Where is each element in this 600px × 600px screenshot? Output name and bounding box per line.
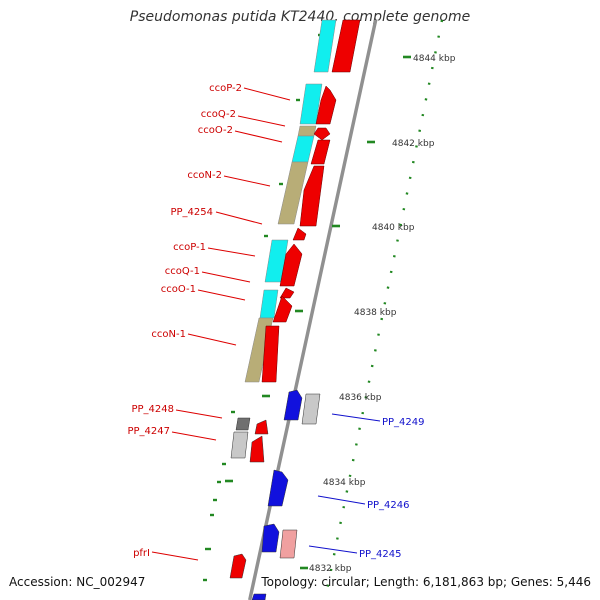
gene-label-PP_4254[interactable]: PP_4254	[170, 207, 213, 218]
ruler-tick-label: 4832 kbp	[309, 564, 352, 574]
gene-label-ccoO-1[interactable]: ccoO-1	[161, 284, 196, 295]
gene-label-pfrI[interactable]: pfrI	[133, 548, 150, 559]
gene-label-PP_4249[interactable]: PP_4249	[382, 417, 425, 428]
forward-genes-column	[261, 19, 361, 383]
topology-text: Topology: circular; Length: 6,181,863 bp…	[261, 575, 591, 589]
feature-column-cyan-khaki	[244, 19, 337, 383]
right-label-leaders	[308, 413, 381, 554]
gene-label-PP_4247[interactable]: PP_4247	[127, 426, 170, 437]
gene-label-PP_4245[interactable]: PP_4245	[359, 549, 402, 560]
gene-label-ccoN-1[interactable]: ccoN-1	[151, 329, 186, 340]
gene-label-PP_4246[interactable]: PP_4246	[367, 500, 410, 511]
accession-text: Accession: NC_002947	[9, 575, 146, 589]
gene-label-ccoQ-2[interactable]: ccoQ-2	[201, 109, 236, 120]
ruler-tick-label: 4844 kbp	[413, 54, 456, 64]
ruler-tick-label: 4836 kbp	[339, 393, 382, 403]
ruler-tick-label: 4834 kbp	[323, 478, 366, 488]
gene-label-ccoN-2[interactable]: ccoN-2	[187, 170, 222, 181]
gene-label-ccoP-2[interactable]: ccoP-2	[209, 83, 242, 94]
ruler-major-ticks	[225, 55, 411, 570]
gene-label-PP_4248[interactable]: PP_4248	[131, 404, 174, 415]
lower-gene-cluster	[229, 389, 321, 600]
left-label-leaders	[151, 87, 291, 561]
ruler-tick-label: 4842 kbp	[392, 139, 435, 149]
ruler-tick-label: 4840 kbp	[372, 223, 415, 233]
gene-label-ccoQ-1[interactable]: ccoQ-1	[165, 266, 200, 277]
gene-label-ccoP-1[interactable]: ccoP-1	[173, 242, 206, 253]
gene-label-ccoO-2[interactable]: ccoO-2	[198, 125, 233, 136]
ruler-tick-label: 4838 kbp	[354, 308, 397, 318]
map-title: Pseudomonas putida KT2440, complete geno…	[129, 9, 471, 25]
